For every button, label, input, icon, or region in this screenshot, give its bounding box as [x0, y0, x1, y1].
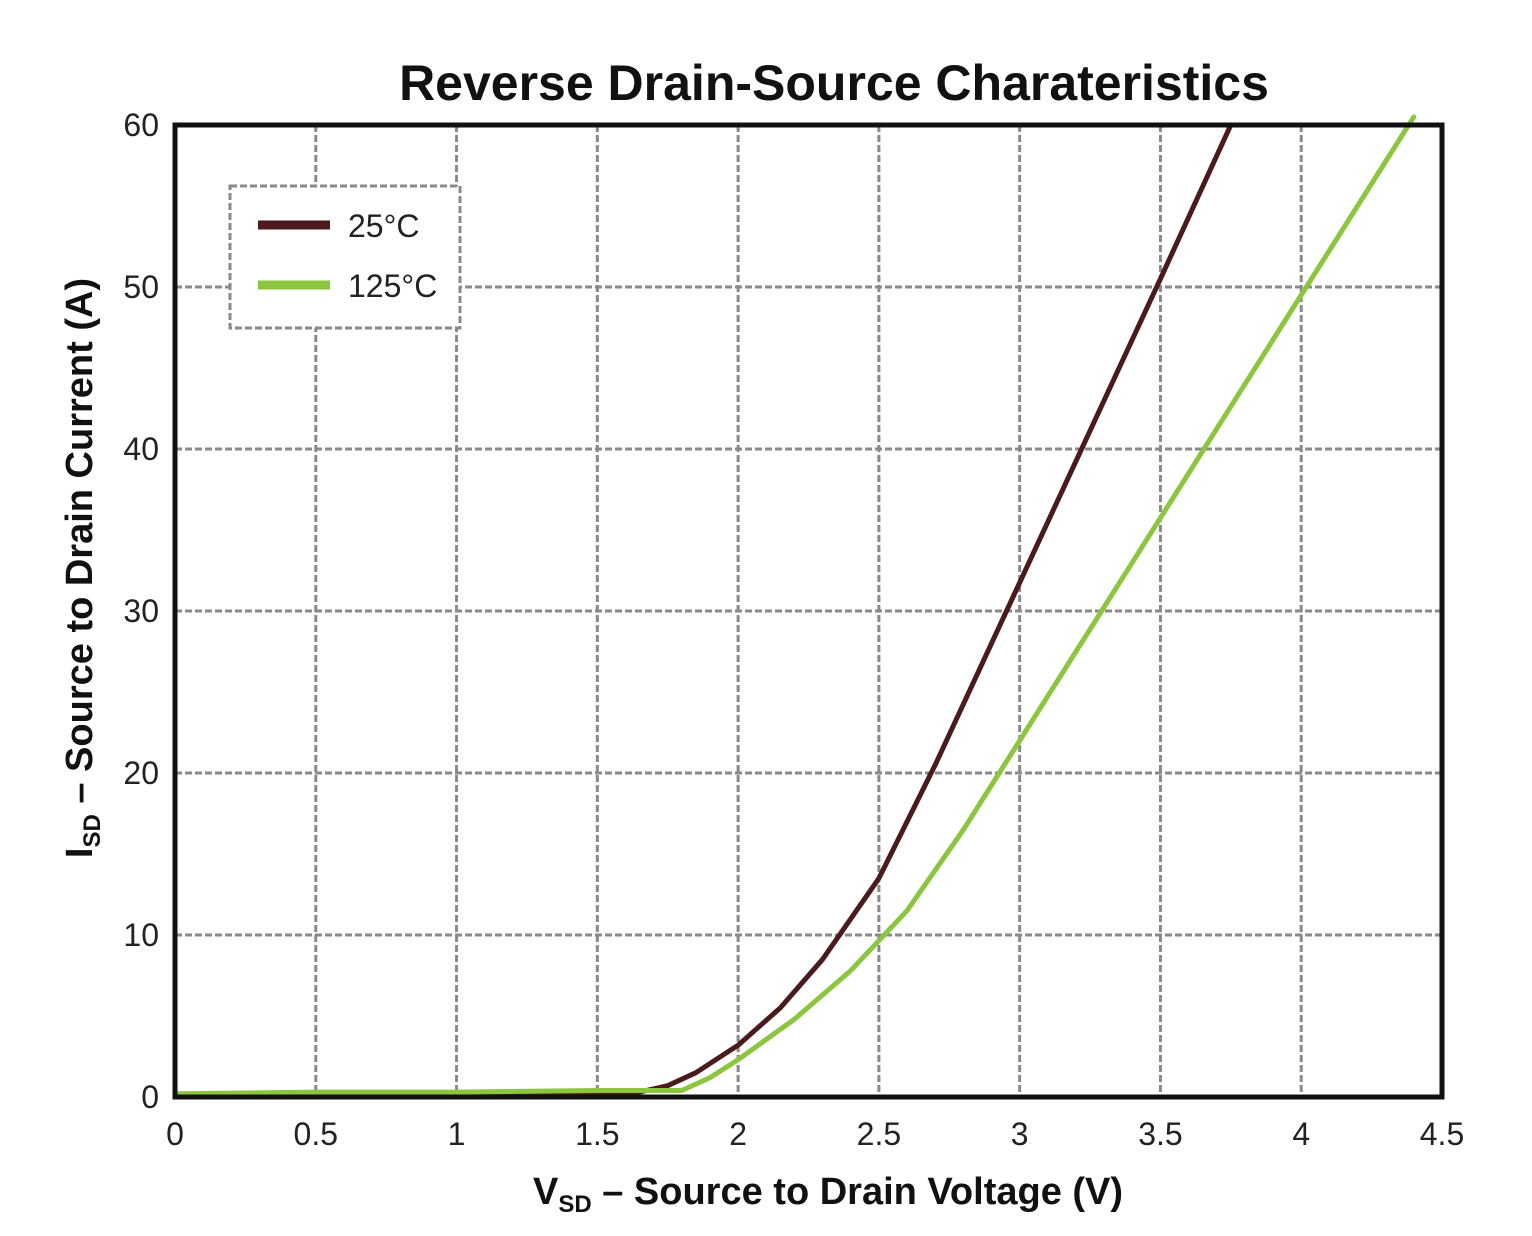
series-lines — [172, 114, 1417, 1098]
y-tick-label-0: 0 — [141, 1079, 159, 1115]
legend: 25°C 125°C — [228, 184, 462, 330]
legend-box — [228, 184, 462, 330]
x-tick-label-7: 3.5 — [1138, 1116, 1182, 1152]
y-tick-label-4: 40 — [123, 431, 159, 467]
x-axis-label: VSD – Source to Drain Voltage (V) — [533, 1171, 1123, 1218]
x-tick-label-8: 4 — [1292, 1116, 1310, 1152]
x-tick-label-9: 4.5 — [1420, 1116, 1464, 1152]
y-axis-ticks: 0 10 20 30 40 50 60 — [123, 107, 159, 1115]
chart-title: Reverse Drain-Source Charateristics — [399, 55, 1269, 111]
y-axis-label-sub: SD — [79, 814, 106, 847]
x-axis-label-rest: – Source to Drain Voltage (V) — [592, 1171, 1123, 1213]
x-tick-label-1: 0.5 — [294, 1116, 338, 1152]
y-tick-label-3: 30 — [123, 593, 159, 629]
x-tick-label-5: 2.5 — [857, 1116, 901, 1152]
grid — [175, 125, 1442, 1097]
y-tick-label-1: 10 — [123, 917, 159, 953]
y-axis-label-main: I — [59, 848, 101, 859]
x-tick-label-6: 3 — [1011, 1116, 1029, 1152]
x-tick-label-3: 1.5 — [575, 1116, 619, 1152]
x-axis-ticks: 0 0.5 1 1.5 2 2.5 3 3.5 4 4.5 — [166, 1116, 1464, 1152]
plot-frame — [172, 122, 1445, 1100]
y-tick-label-5: 50 — [123, 269, 159, 305]
legend-label-1: 125°C — [348, 268, 437, 304]
y-tick-label-2: 20 — [123, 755, 159, 791]
x-tick-label-0: 0 — [166, 1116, 184, 1152]
x-tick-label-4: 2 — [729, 1116, 747, 1152]
y-axis-label-rest: – Source to Drain Current (A) — [59, 278, 101, 814]
legend-label-0: 25°C — [348, 208, 420, 244]
series-line-1 — [172, 114, 1417, 1097]
x-tick-label-2: 1 — [448, 1116, 466, 1152]
x-axis-label-sub: SD — [558, 1191, 591, 1218]
x-axis-label-main: V — [533, 1171, 559, 1213]
y-axis-label: ISD – Source to Drain Current (A) — [59, 278, 106, 858]
y-tick-label-6: 60 — [123, 107, 159, 143]
